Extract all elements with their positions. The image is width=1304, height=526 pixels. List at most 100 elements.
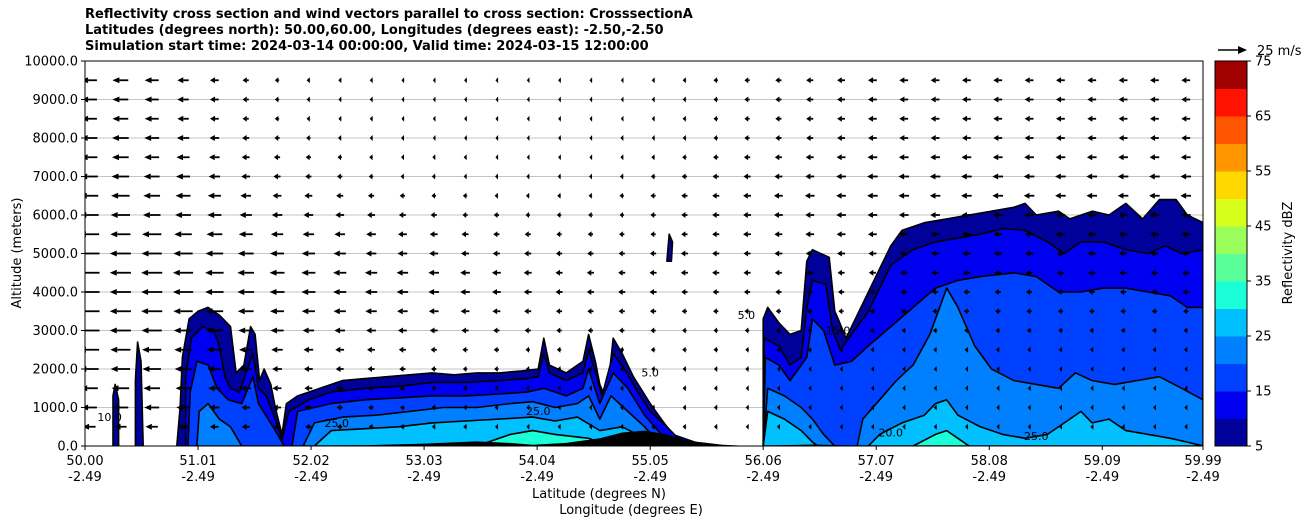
wind-vector-head — [397, 231, 404, 238]
x-tick-label-lon-2: -2.49 — [294, 470, 328, 485]
wind-vector-head — [432, 135, 436, 141]
wind-vector-head — [1055, 115, 1062, 122]
wind-vector-head — [867, 115, 874, 122]
wind-vector-head — [682, 404, 686, 411]
wind-vector-head — [1117, 192, 1124, 199]
wind-vector-r3-c23 — [808, 366, 812, 372]
wind-vector-head — [963, 308, 968, 315]
wind-vector-head — [555, 289, 560, 295]
wind-vector-head — [871, 404, 874, 411]
wind-vector-r14-c21 — [743, 154, 751, 161]
wind-vector-head — [1152, 327, 1156, 334]
wind-vector-head — [1089, 308, 1093, 315]
wind-vector-head — [1055, 192, 1061, 199]
wind-vector-head — [143, 385, 151, 392]
wind-vector-head — [1153, 423, 1157, 430]
wind-vector-r11-c8 — [335, 212, 345, 218]
wind-vector-head — [836, 173, 842, 180]
wind-vector-head — [274, 135, 279, 141]
wind-vector-head — [269, 269, 277, 276]
wind-vector-r7-c3 — [172, 289, 194, 295]
wind-vector-r12-c12 — [462, 192, 468, 199]
wind-vector-r0-c32 — [1090, 423, 1094, 430]
wind-vector-head — [461, 250, 466, 257]
wind-vector-head — [1055, 173, 1061, 180]
wind-vector-head — [961, 192, 967, 199]
wind-vector-r17-c21 — [744, 96, 750, 103]
echo-region-25dbz-15 — [762, 410, 819, 446]
wind-vector-r15-c4 — [209, 135, 220, 141]
wind-vector-r9-c6 — [269, 250, 285, 257]
wind-vector-head — [1058, 327, 1062, 334]
wind-vector-head — [1087, 96, 1093, 103]
contour-label-4: 5.0 — [738, 309, 756, 322]
wind-vector-r6-c14 — [524, 308, 532, 315]
wind-vector-head — [269, 289, 277, 295]
wind-vector-r2-c13 — [494, 385, 499, 392]
wind-vector-head — [930, 77, 936, 84]
wind-vector-r18-c30 — [1024, 77, 1034, 84]
wind-vector-r3-c35 — [1184, 366, 1188, 372]
wind-vector-r0-c8 — [337, 423, 343, 430]
wind-vector-head — [335, 212, 341, 218]
wind-vector-r0-c4 — [209, 423, 219, 430]
colorbar-tick-label-4: 45 — [1255, 220, 1272, 235]
wind-vector-head — [333, 269, 340, 276]
wind-vector-r7-c13 — [491, 289, 501, 295]
wind-vector-head — [930, 231, 936, 238]
wind-vector-r13-c3 — [175, 173, 191, 180]
wind-vector-r7-c6 — [269, 289, 285, 295]
wind-vector-r6-c21 — [744, 308, 750, 315]
wind-vector-head — [964, 346, 968, 353]
wind-vector-r7-c31 — [1057, 289, 1064, 295]
wind-vector-r18-c22 — [775, 77, 782, 84]
wind-vector-r1-c35 — [1184, 404, 1188, 411]
wind-vector-head — [365, 308, 372, 315]
x-tick-label-lon-10: -2.49 — [1186, 470, 1220, 485]
wind-vector-head — [525, 366, 530, 372]
wind-vector-r5-c11 — [429, 327, 438, 334]
wind-vector-head — [932, 308, 937, 315]
wind-vector-head — [619, 192, 624, 199]
colorbar-segment-11 — [1215, 116, 1247, 144]
wind-vector-head — [713, 366, 718, 372]
wind-vector-head — [242, 77, 247, 84]
wind-vector-r12-c22 — [773, 192, 783, 199]
wind-vector-r15-c31 — [1055, 135, 1065, 141]
wind-vector-head — [651, 96, 655, 103]
wind-vector-r10-c11 — [429, 231, 438, 238]
wind-vector-r11-c28 — [961, 212, 972, 218]
wind-vector-head — [898, 192, 905, 199]
wind-vector-r6-c22 — [775, 308, 782, 315]
wind-vector-r8-c17 — [618, 269, 626, 276]
wind-vector-r9-c9 — [365, 250, 377, 257]
wind-vector-r0-c2 — [145, 423, 158, 430]
contour-label-0: 10.0 — [97, 411, 122, 424]
wind-vector-r0-c23 — [808, 423, 812, 430]
wind-vector-head — [712, 212, 717, 218]
wind-vector-head — [992, 212, 999, 218]
wind-vector-head — [144, 115, 152, 122]
wind-vector-head — [111, 385, 119, 392]
wind-vector-head — [1184, 404, 1188, 411]
wind-vector-head — [461, 231, 466, 238]
wind-vector-r17-c20 — [713, 96, 718, 103]
wind-vector-r9-c27 — [931, 250, 940, 257]
wind-vector-r14-c13 — [495, 154, 499, 161]
wind-vector-r17-c34 — [1150, 96, 1159, 103]
wind-vector-r14-c8 — [337, 154, 342, 161]
wind-vector-head — [1119, 269, 1125, 276]
wind-vector-head — [587, 231, 592, 238]
wind-vector-head — [775, 115, 780, 122]
wind-vector-head — [270, 327, 278, 334]
wind-vector-head — [176, 135, 184, 141]
wind-vector-head — [462, 366, 467, 372]
wind-vector-head — [176, 154, 184, 161]
wind-vector-head — [206, 346, 214, 353]
wind-vector-head — [1150, 269, 1156, 276]
wind-vector-head — [144, 96, 152, 103]
wind-vector-head — [651, 404, 655, 411]
wind-vector-head — [143, 192, 151, 199]
colorbar-segment-9 — [1215, 171, 1247, 199]
colorbar-tick-label-1: 15 — [1255, 385, 1272, 400]
